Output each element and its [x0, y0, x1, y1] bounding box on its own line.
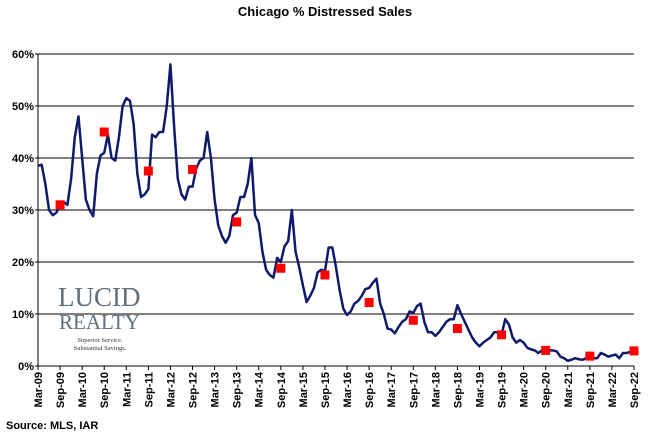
x-tick-label: Sep-21 — [585, 372, 597, 408]
logo-tagline: Substantial Savings. — [74, 345, 127, 352]
data-marker — [276, 263, 286, 273]
x-tick-label: Mar-13 — [210, 372, 222, 407]
y-tick-label: 60% — [12, 49, 34, 61]
data-marker — [452, 324, 462, 334]
logo-name: LUCID — [58, 282, 141, 312]
data-marker — [320, 270, 330, 280]
x-tick-label: Sep-16 — [364, 372, 376, 408]
x-tick-label: Sep-10 — [99, 372, 111, 408]
y-tick-label: 30% — [12, 205, 34, 217]
source-note: Source: MLS, IAR — [6, 420, 98, 432]
x-tick-label: Mar-21 — [563, 372, 575, 407]
x-tick-label: Mar-11 — [121, 372, 133, 407]
x-tick-label: Mar-14 — [254, 371, 266, 407]
y-tick-label: 50% — [12, 101, 34, 113]
y-tick-label: 0% — [18, 361, 34, 373]
data-marker — [99, 127, 109, 137]
x-tick-label: Mar-09 — [33, 372, 45, 407]
x-tick-label: Mar-22 — [607, 372, 619, 407]
data-marker — [364, 298, 374, 308]
data-marker — [232, 217, 242, 227]
data-marker — [541, 345, 551, 355]
data-marker — [497, 330, 507, 340]
x-tick-label: Sep-12 — [188, 372, 200, 408]
x-tick-label: Sep-22 — [629, 372, 641, 408]
data-marker — [143, 166, 153, 176]
chart-title: Chicago % Distressed Sales — [238, 4, 412, 19]
data-marker — [188, 164, 198, 174]
x-tick-label: Sep-14 — [276, 371, 288, 408]
x-tick-label: Mar-16 — [342, 372, 354, 407]
logo-tagline: Superior Service. — [77, 337, 123, 344]
x-tick-label: Sep-11 — [143, 372, 155, 407]
data-marker — [629, 346, 639, 356]
data-marker — [585, 351, 595, 361]
x-tick-label: Sep-13 — [232, 372, 244, 408]
x-tick-label: Sep-09 — [55, 372, 67, 408]
x-tick-label: Sep-20 — [541, 372, 553, 408]
x-tick-label: Mar-15 — [298, 372, 310, 407]
y-tick-label: 20% — [12, 257, 34, 269]
y-tick-label: 40% — [12, 153, 34, 165]
x-tick-label: Mar-19 — [474, 372, 486, 407]
data-marker — [55, 200, 65, 210]
x-tick-label: Sep-15 — [320, 372, 332, 408]
x-tick-label: Mar-10 — [77, 372, 89, 407]
data-marker — [408, 315, 418, 325]
y-tick-label: 10% — [12, 309, 34, 321]
x-tick-label: Mar-17 — [386, 372, 398, 407]
x-tick-label: Mar-20 — [519, 372, 531, 407]
x-tick-label: Sep-19 — [497, 372, 509, 408]
x-tick-label: Mar-18 — [430, 372, 442, 407]
x-tick-label: Sep-17 — [408, 372, 420, 408]
data-line — [37, 63, 635, 363]
x-tick-label: Mar-12 — [165, 372, 177, 407]
x-tick-label: Sep-18 — [452, 372, 464, 408]
